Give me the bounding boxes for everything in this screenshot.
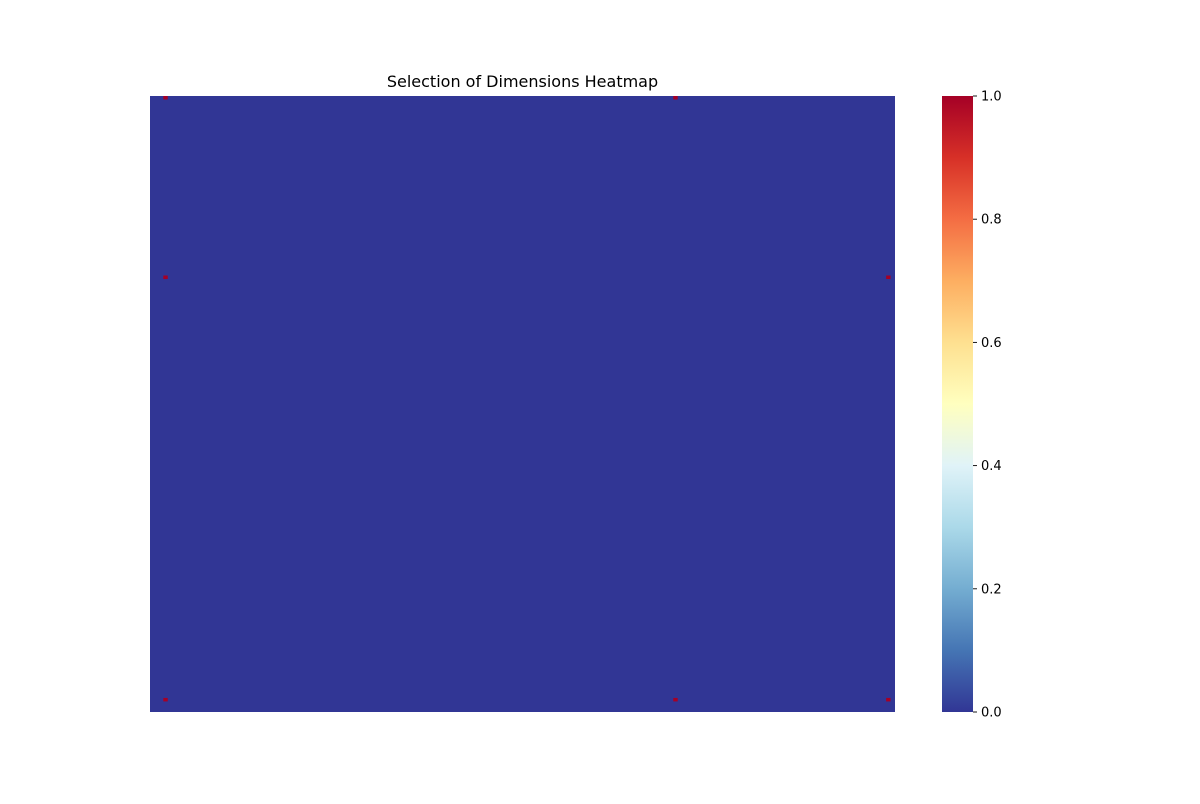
heatmap-area (150, 96, 895, 712)
chart-title: Selection of Dimensions Heatmap (386, 72, 659, 91)
colorbar-tick-label: 0.0 (981, 706, 1002, 721)
heatmap-cell (886, 697, 891, 702)
colorbar-tick-label: 0.4 (981, 459, 1002, 474)
heatmap-cell (163, 697, 168, 702)
colorbar-tick-label: 0.2 (981, 582, 1002, 597)
colorbar-gradient (942, 96, 973, 712)
colorbar-tick-label: 1.0 (981, 90, 1002, 105)
colorbar-tick-label: 0.8 (981, 213, 1002, 228)
heatmap-cell (163, 96, 168, 100)
heatmap-cell (163, 275, 168, 280)
colorbar: 0.0 0.2 0.4 0.6 0.8 1.0 (942, 90, 1002, 721)
heatmap-background (150, 96, 895, 712)
heatmap-cell (673, 697, 678, 702)
heatmap-cell (886, 275, 891, 280)
colorbar-tick-label: 0.6 (981, 336, 1002, 351)
heatmap-cell (673, 96, 678, 100)
